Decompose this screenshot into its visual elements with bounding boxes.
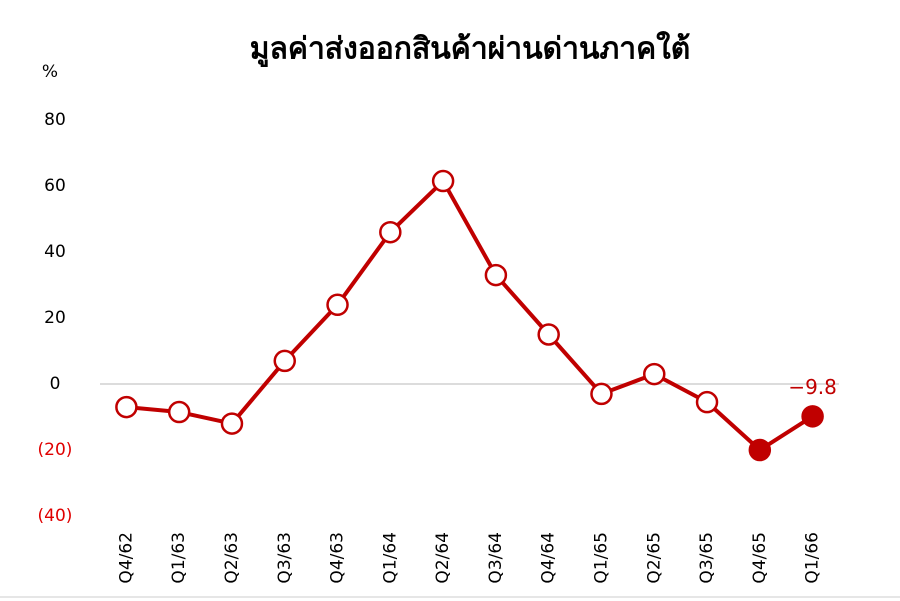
y-tick-label: 60 [44, 176, 66, 196]
x-tick-label: Q4/64 [539, 532, 559, 584]
value-label: −9.8 [788, 375, 837, 399]
point [801, 405, 824, 428]
y-tick-label: 0 [50, 374, 61, 394]
point [326, 293, 349, 317]
x-tick-label: Q1/66 [803, 532, 823, 584]
x-tick-label: Q2/65 [644, 532, 664, 584]
x-tick-label: Q4/62 [116, 532, 136, 584]
y-tick-label: (40) [38, 506, 73, 526]
point [537, 323, 560, 346]
y-tick-label: 20 [44, 308, 66, 328]
point [379, 220, 402, 244]
point [484, 263, 508, 287]
x-tick-label: Q3/63 [275, 532, 295, 584]
x-tick-label: Q2/63 [222, 532, 242, 584]
x-tick-label: Q3/65 [697, 532, 717, 584]
x-tick-label: Q1/65 [591, 532, 611, 584]
point [273, 349, 296, 373]
y-tick-label: 40 [44, 242, 66, 262]
point [115, 395, 138, 419]
y-unit: % [42, 62, 58, 82]
x-tick-label: Q1/64 [380, 532, 400, 584]
point [695, 390, 719, 414]
chart-title: มูลค่าส่งออกสินค้าผ่านด่านภาคใต้ [250, 31, 691, 68]
x-tick-label: Q2/64 [433, 532, 453, 584]
y-tick-label: (20) [38, 440, 73, 460]
point [590, 382, 613, 406]
point [748, 438, 772, 462]
point [167, 400, 191, 424]
point [431, 169, 455, 193]
x-tick-label: Q4/65 [750, 532, 770, 584]
y-tick-label: 80 [44, 110, 66, 130]
x-tick-label: Q4/63 [328, 532, 348, 584]
point [643, 362, 666, 386]
point [220, 412, 244, 435]
x-tick-label: Q3/64 [486, 532, 506, 584]
x-tick-label: Q1/63 [169, 532, 189, 584]
